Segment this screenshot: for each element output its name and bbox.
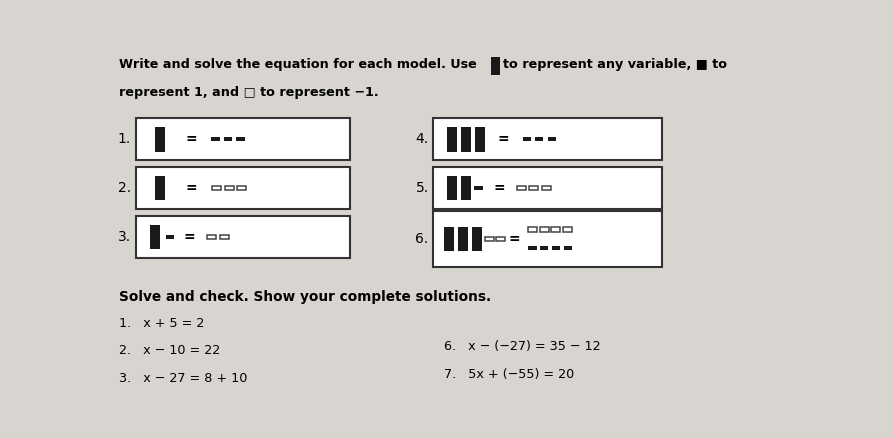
Bar	[238, 186, 246, 191]
Bar	[213, 186, 221, 191]
Text: to represent any variable, ■ to: to represent any variable, ■ to	[504, 58, 727, 71]
Bar	[563, 227, 572, 232]
Bar	[461, 127, 471, 152]
Text: 1.: 1.	[118, 132, 131, 146]
Bar	[150, 225, 160, 249]
Bar	[212, 138, 220, 141]
Text: =: =	[186, 181, 197, 195]
Bar	[542, 186, 551, 191]
Bar	[552, 246, 560, 251]
Bar	[155, 127, 165, 152]
FancyBboxPatch shape	[136, 167, 350, 209]
Text: =: =	[493, 181, 505, 195]
Bar	[461, 176, 471, 201]
Text: 1.   x + 5 = 2: 1. x + 5 = 2	[119, 317, 204, 330]
Bar	[155, 176, 165, 201]
FancyBboxPatch shape	[433, 211, 662, 267]
Bar	[165, 235, 174, 239]
Bar	[225, 186, 234, 191]
Bar	[552, 227, 561, 232]
Text: 6.   x − (−27) = 35 − 12: 6. x − (−27) = 35 − 12	[444, 340, 600, 353]
Bar	[529, 246, 537, 251]
Bar	[540, 246, 548, 251]
Bar	[485, 237, 494, 241]
Text: 2.   x − 10 = 22: 2. x − 10 = 22	[119, 344, 220, 357]
Text: =: =	[186, 132, 197, 146]
Bar	[445, 227, 455, 251]
Bar	[472, 227, 482, 251]
Text: 4.: 4.	[415, 132, 429, 146]
Bar	[522, 138, 531, 141]
FancyBboxPatch shape	[433, 118, 662, 160]
Bar	[458, 227, 468, 251]
Bar	[236, 138, 245, 141]
Bar	[535, 138, 544, 141]
Bar	[563, 246, 572, 251]
Bar	[447, 127, 457, 152]
Bar	[220, 235, 229, 240]
Bar	[547, 138, 556, 141]
Bar	[497, 237, 505, 241]
FancyBboxPatch shape	[136, 118, 350, 160]
Bar	[528, 227, 537, 232]
Text: =: =	[509, 232, 521, 246]
Bar	[474, 186, 482, 191]
Text: 6.: 6.	[415, 232, 429, 246]
Bar	[447, 176, 457, 201]
Text: Write and solve the equation for each model. Use: Write and solve the equation for each mo…	[119, 58, 476, 71]
Text: 3.   x − 27 = 8 + 10: 3. x − 27 = 8 + 10	[119, 372, 247, 385]
Text: 3.: 3.	[118, 230, 131, 244]
Bar	[517, 186, 526, 191]
FancyBboxPatch shape	[136, 216, 350, 258]
Bar	[491, 57, 500, 75]
Bar	[475, 127, 485, 152]
Bar	[539, 227, 548, 232]
Text: 5.: 5.	[415, 181, 429, 195]
Text: Solve and check. Show your complete solutions.: Solve and check. Show your complete solu…	[119, 290, 490, 304]
Text: =: =	[183, 230, 195, 244]
Text: =: =	[497, 132, 509, 146]
Bar	[207, 235, 216, 240]
Bar	[530, 186, 538, 191]
Bar	[224, 138, 232, 141]
Text: 2.: 2.	[118, 181, 131, 195]
Text: 7.   5x + (−55) = 20: 7. 5x + (−55) = 20	[444, 368, 574, 381]
Text: represent 1, and □ to represent −1.: represent 1, and □ to represent −1.	[119, 86, 378, 99]
FancyBboxPatch shape	[433, 167, 662, 209]
